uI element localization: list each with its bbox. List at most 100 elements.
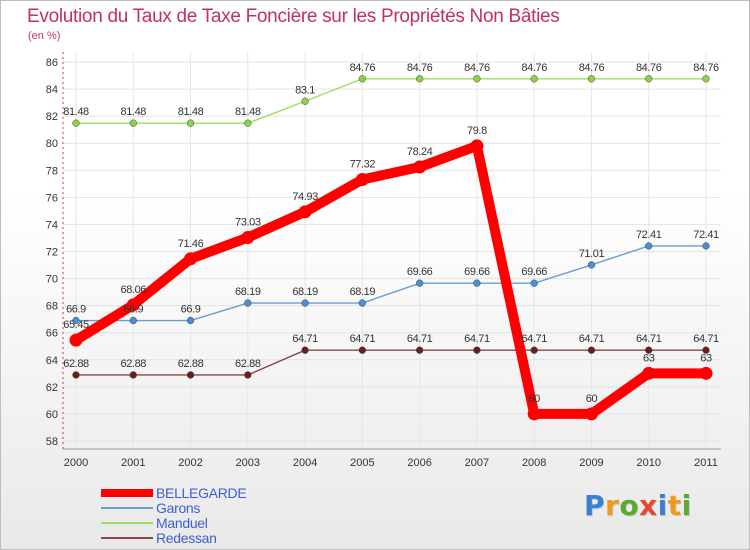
legend-label: Garons	[156, 500, 201, 516]
data-point-manduel	[186, 119, 195, 127]
data-point-manduel	[702, 75, 710, 83]
y-tick-label: 82	[46, 111, 58, 123]
data-label-manduel: 84.76	[407, 62, 433, 74]
x-tick-label: 2000	[64, 457, 88, 469]
data-point-bellegarde	[126, 298, 140, 312]
data-point-manduel	[587, 75, 596, 83]
series-line-garons	[75, 245, 707, 322]
data-label-manduel: 84.76	[521, 62, 547, 74]
logo-letter: x	[639, 489, 658, 522]
data-label-manduel: 84.76	[350, 62, 376, 74]
data-label-bellegarde: 63	[643, 352, 655, 364]
y-tick-label: 84	[46, 84, 58, 96]
data-point-garons	[702, 242, 710, 250]
y-tick-label: 60	[46, 409, 58, 421]
x-tick-label: 2010	[636, 457, 660, 469]
label-layer: 58 60 62 64 66 68 70 72 74 76 78 80 82 84 86 2000 2001 20…	[46, 57, 720, 469]
data-label-bellegarde: 77.32	[350, 158, 376, 170]
x-tick-label: 2007	[465, 457, 489, 469]
data-point-garons	[301, 299, 309, 307]
data-point-redessan	[358, 346, 367, 354]
data-point-bellegarde	[584, 407, 598, 421]
data-label-garons: 71.01	[579, 248, 605, 260]
data-label-manduel: 84.76	[693, 62, 719, 74]
data-point-manduel	[415, 75, 424, 83]
data-point-bellegarde	[184, 252, 198, 266]
data-point-bellegarde	[241, 231, 255, 245]
x-tick-label: 2006	[407, 457, 431, 469]
data-label-bellegarde: 68.06	[121, 284, 147, 296]
data-point-manduel	[358, 75, 367, 83]
legend-swatch	[101, 537, 153, 539]
x-tick-label: 2004	[293, 457, 317, 469]
legend-label: BELLEGARDE	[156, 485, 247, 501]
data-point-redessan	[473, 346, 481, 354]
data-label-bellegarde: 65.45	[63, 319, 89, 331]
legend-label: Manduel	[156, 515, 208, 531]
data-label-redessan: 64.71	[521, 333, 547, 345]
data-point-bellegarde	[642, 366, 656, 380]
data-label-bellegarde: 63	[700, 352, 712, 364]
data-point-redessan	[702, 346, 710, 354]
x-tick-label: 2011	[694, 457, 718, 469]
data-point-manduel	[473, 75, 481, 83]
data-point-manduel	[129, 119, 137, 127]
data-point-bellegarde	[527, 407, 541, 421]
logo-letter: i	[681, 489, 692, 522]
data-point-bellegarde	[69, 333, 83, 347]
y-tick-label: 74	[46, 219, 58, 231]
data-point-garons	[72, 316, 80, 325]
data-label-garons: 68.19	[292, 286, 318, 298]
series-layer	[69, 75, 713, 421]
data-point-manduel	[530, 75, 538, 83]
data-label-garons: 68.19	[235, 286, 261, 298]
y-tick-label: 80	[46, 138, 58, 150]
logo-letter: P	[584, 489, 606, 522]
logo-letter: i	[657, 489, 668, 522]
data-label-redessan: 62.88	[178, 358, 204, 370]
data-point-bellegarde	[699, 366, 713, 380]
data-point-garons	[129, 316, 137, 325]
data-label-garons: 72.41	[636, 229, 662, 241]
data-label-manduel: 81.48	[63, 106, 89, 118]
data-point-redessan	[186, 371, 195, 379]
y-tick-label: 62	[46, 382, 58, 394]
data-label-redessan: 64.71	[292, 333, 318, 345]
data-label-bellegarde: 71.46	[178, 238, 204, 250]
y-tick-label: 70	[46, 274, 58, 286]
y-tick-label: 58	[46, 436, 58, 448]
y-tick-label: 72	[46, 247, 58, 259]
data-label-redessan: 64.71	[464, 333, 490, 345]
data-point-bellegarde	[298, 205, 312, 219]
x-tick-label: 2003	[236, 457, 260, 469]
data-point-garons	[244, 299, 252, 307]
data-point-garons	[358, 299, 367, 307]
data-label-manduel: 84.76	[464, 62, 490, 74]
data-point-redessan	[129, 371, 137, 379]
logo-letter: o	[619, 489, 640, 522]
legend-label: Redessan	[156, 530, 217, 546]
data-label-manduel: 81.48	[121, 106, 147, 118]
series-line-bellegarde	[71, 140, 711, 419]
legend-swatch	[101, 489, 153, 497]
chart-title: Evolution du Taux de Taxe Foncière sur l…	[27, 6, 560, 27]
proxiti-logo: Proxiti	[584, 489, 692, 522]
chart-subtitle: (en %)	[28, 30, 61, 42]
data-point-manduel	[244, 119, 252, 127]
series-line-manduel	[75, 78, 707, 124]
data-label-garons: 69.66	[521, 266, 547, 278]
y-tick-label: 76	[46, 192, 58, 204]
x-tick-label: 2002	[178, 457, 202, 469]
data-label-manduel: 81.48	[178, 106, 204, 118]
y-tick-label: 64	[46, 355, 58, 367]
data-point-garons	[186, 316, 195, 325]
x-tick-label: 2005	[350, 457, 374, 469]
data-label-bellegarde: 78.24	[407, 146, 433, 158]
data-label-manduel: 84.76	[579, 62, 605, 74]
data-point-redessan	[587, 346, 596, 354]
data-point-redessan	[72, 371, 80, 379]
data-label-redessan: 62.88	[235, 358, 261, 370]
y-tick-label: 86	[46, 57, 58, 69]
data-label-garons: 68.19	[350, 286, 376, 298]
